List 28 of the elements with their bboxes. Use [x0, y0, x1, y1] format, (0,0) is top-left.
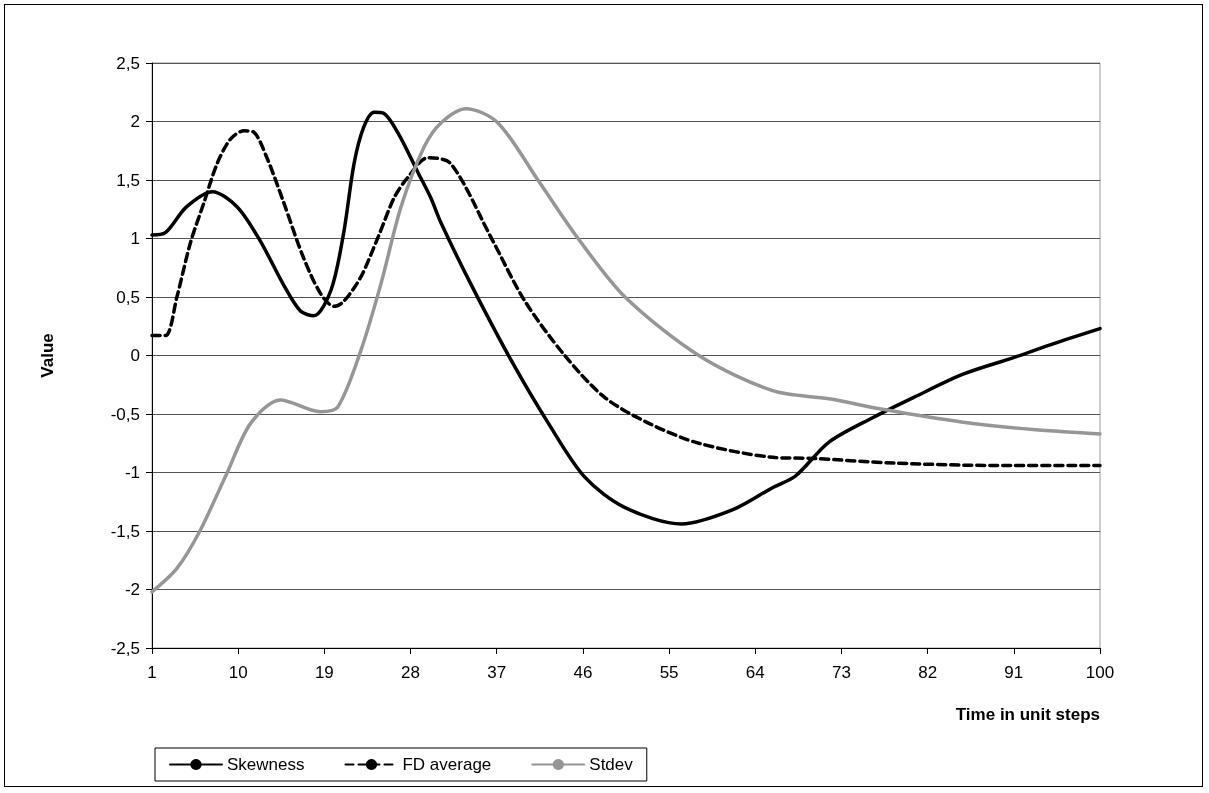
y-tick-label: 2,5	[116, 53, 140, 73]
x-tick-label: 91	[1004, 663, 1024, 682]
legend-label: FD average	[402, 755, 492, 774]
y-tick-label: -2,5	[110, 638, 140, 658]
legend-label: Stdev	[589, 755, 634, 774]
y-tick-label: -1,5	[110, 521, 140, 541]
y-tick-label: -0,5	[110, 404, 140, 424]
y-tick-label: -2	[124, 580, 140, 599]
y-tick-label: 0	[130, 346, 140, 365]
x-tick-label: 64	[745, 663, 765, 682]
y-axis-title: Value	[38, 333, 57, 378]
legend-label: Skewness	[227, 755, 305, 774]
x-axis-title: Time in unit steps	[955, 705, 1101, 724]
y-tick-label: 2	[130, 112, 140, 131]
y-tick-label: -1	[124, 463, 140, 482]
x-tick-label: 28	[401, 663, 421, 682]
y-tick-label: 0,5	[116, 287, 140, 307]
x-tick-label: 10	[228, 663, 248, 682]
y-tick-label: 1	[130, 229, 140, 248]
y-tick-label: 1,5	[116, 170, 140, 190]
x-tick-label: 82	[918, 663, 938, 682]
x-tick-label: 1	[147, 663, 157, 682]
x-tick-label: 55	[659, 663, 679, 682]
x-tick-label: 73	[831, 663, 851, 682]
x-tick-label: 100	[1085, 663, 1115, 682]
x-tick-label: 19	[314, 663, 334, 682]
x-tick-label: 46	[573, 663, 593, 682]
x-tick-label: 37	[487, 663, 507, 682]
